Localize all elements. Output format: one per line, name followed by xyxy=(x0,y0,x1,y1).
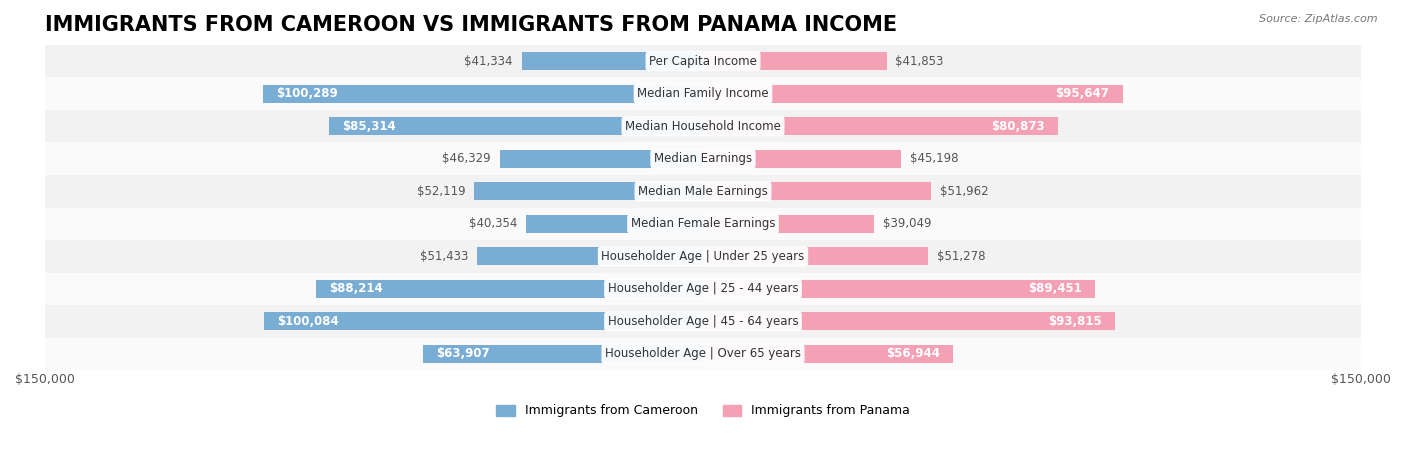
Text: $93,815: $93,815 xyxy=(1047,315,1101,328)
Bar xyxy=(703,85,1122,103)
Text: Householder Age | 45 - 64 years: Householder Age | 45 - 64 years xyxy=(607,315,799,328)
Text: Householder Age | 25 - 44 years: Householder Age | 25 - 44 years xyxy=(607,283,799,295)
Text: $46,329: $46,329 xyxy=(443,152,491,165)
Text: Median Family Income: Median Family Income xyxy=(637,87,769,100)
Text: $40,354: $40,354 xyxy=(468,217,517,230)
Bar xyxy=(703,182,931,200)
Bar xyxy=(316,280,703,298)
Bar xyxy=(703,117,1057,135)
Bar xyxy=(703,150,901,168)
Text: $56,944: $56,944 xyxy=(886,347,939,361)
Text: $63,907: $63,907 xyxy=(436,347,489,361)
FancyBboxPatch shape xyxy=(45,142,1361,175)
Text: $95,647: $95,647 xyxy=(1056,87,1109,100)
Text: $51,962: $51,962 xyxy=(939,185,988,198)
Bar xyxy=(478,248,703,265)
Bar xyxy=(423,345,703,363)
Bar xyxy=(703,345,953,363)
FancyBboxPatch shape xyxy=(45,207,1361,240)
Bar xyxy=(264,312,703,330)
Text: Median Household Income: Median Household Income xyxy=(626,120,780,133)
Bar xyxy=(522,52,703,70)
FancyBboxPatch shape xyxy=(45,240,1361,273)
Bar xyxy=(703,248,928,265)
Text: Per Capita Income: Per Capita Income xyxy=(650,55,756,68)
Text: $88,214: $88,214 xyxy=(329,283,382,295)
FancyBboxPatch shape xyxy=(45,338,1361,370)
Legend: Immigrants from Cameroon, Immigrants from Panama: Immigrants from Cameroon, Immigrants fro… xyxy=(491,399,915,423)
Bar xyxy=(329,117,703,135)
Bar xyxy=(526,215,703,233)
Text: IMMIGRANTS FROM CAMEROON VS IMMIGRANTS FROM PANAMA INCOME: IMMIGRANTS FROM CAMEROON VS IMMIGRANTS F… xyxy=(45,15,897,35)
FancyBboxPatch shape xyxy=(45,273,1361,305)
FancyBboxPatch shape xyxy=(45,305,1361,338)
Text: Householder Age | Under 25 years: Householder Age | Under 25 years xyxy=(602,250,804,263)
Text: $85,314: $85,314 xyxy=(342,120,395,133)
Text: $89,451: $89,451 xyxy=(1028,283,1083,295)
Bar xyxy=(703,215,875,233)
Text: Householder Age | Over 65 years: Householder Age | Over 65 years xyxy=(605,347,801,361)
Bar xyxy=(263,85,703,103)
FancyBboxPatch shape xyxy=(45,175,1361,207)
Text: $51,278: $51,278 xyxy=(936,250,986,263)
Text: $41,853: $41,853 xyxy=(896,55,943,68)
Bar xyxy=(703,280,1095,298)
FancyBboxPatch shape xyxy=(45,110,1361,142)
Text: Median Male Earnings: Median Male Earnings xyxy=(638,185,768,198)
Text: Median Female Earnings: Median Female Earnings xyxy=(631,217,775,230)
Text: $52,119: $52,119 xyxy=(418,185,465,198)
Text: $100,289: $100,289 xyxy=(276,87,337,100)
Bar xyxy=(474,182,703,200)
Bar xyxy=(499,150,703,168)
FancyBboxPatch shape xyxy=(45,78,1361,110)
Bar xyxy=(703,312,1115,330)
Bar xyxy=(703,52,887,70)
Text: $39,049: $39,049 xyxy=(883,217,932,230)
Text: $41,334: $41,334 xyxy=(464,55,513,68)
Text: $80,873: $80,873 xyxy=(991,120,1045,133)
FancyBboxPatch shape xyxy=(45,45,1361,78)
Text: Median Earnings: Median Earnings xyxy=(654,152,752,165)
Text: Source: ZipAtlas.com: Source: ZipAtlas.com xyxy=(1260,14,1378,24)
Text: $51,433: $51,433 xyxy=(420,250,468,263)
Text: $100,084: $100,084 xyxy=(277,315,339,328)
Text: $45,198: $45,198 xyxy=(910,152,959,165)
